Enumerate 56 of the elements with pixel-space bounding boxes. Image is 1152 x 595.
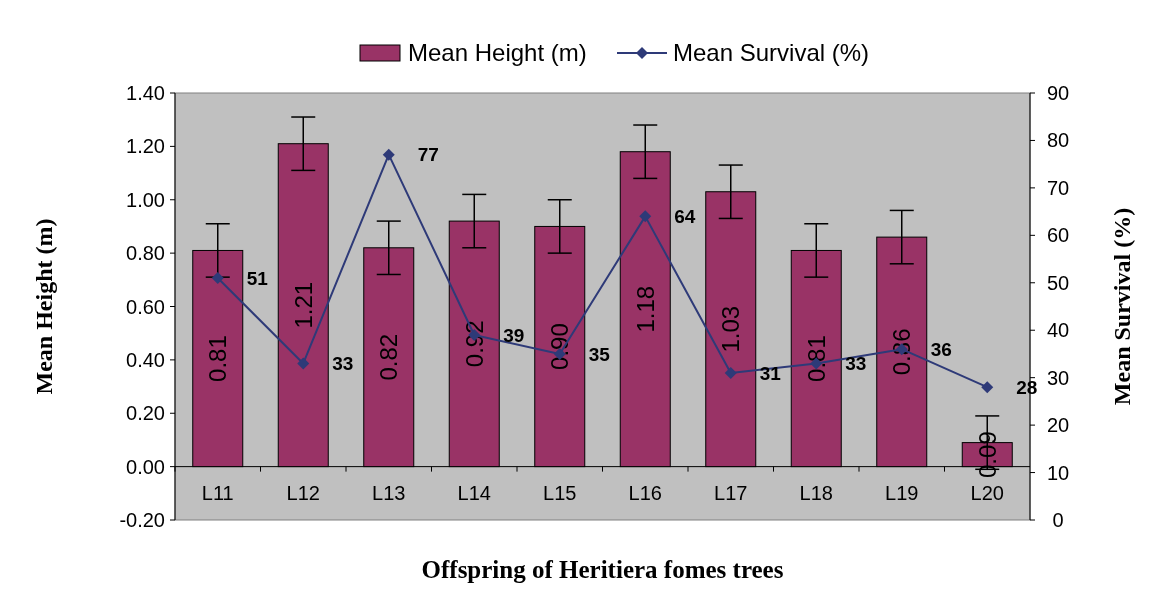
data-label: 0.90 bbox=[546, 323, 574, 370]
x-tick-label: L11 bbox=[201, 482, 234, 505]
data-label: 31 bbox=[759, 362, 782, 384]
x-tick-label: L12 bbox=[286, 482, 320, 505]
point bbox=[981, 381, 994, 394]
data-label: 36 bbox=[930, 338, 952, 360]
data-label: 1.03 bbox=[717, 305, 745, 353]
point bbox=[382, 148, 395, 161]
y-tick-label: 0.20 bbox=[126, 402, 165, 425]
y2-tick-label: 40 bbox=[1046, 319, 1070, 342]
data-label: 77 bbox=[417, 144, 439, 166]
data-label: 0.81 bbox=[204, 335, 232, 382]
point bbox=[297, 357, 310, 370]
y2-tick-label: 80 bbox=[1046, 129, 1070, 152]
x-tick-label: L14 bbox=[457, 482, 491, 505]
data-label: 51 bbox=[246, 267, 269, 289]
x-tick-label: L13 bbox=[372, 482, 406, 505]
x-tick-label: L16 bbox=[628, 482, 662, 505]
point bbox=[639, 210, 652, 223]
data-label: 1.18 bbox=[631, 285, 659, 333]
y-tick-label: 0.80 bbox=[126, 242, 165, 265]
y2-tick-label: 20 bbox=[1046, 414, 1070, 437]
data-label: 35 bbox=[588, 343, 611, 365]
x-tick-label: L19 bbox=[885, 482, 919, 505]
data-label: 0.82 bbox=[375, 333, 403, 381]
data-label: 33 bbox=[332, 353, 354, 375]
legend-label: Mean Height (m) bbox=[408, 39, 587, 67]
y2-tick-label: 30 bbox=[1046, 366, 1070, 389]
y2-tick-label: 70 bbox=[1046, 176, 1070, 199]
legend-label: Mean Survival (%) bbox=[673, 39, 870, 67]
data-label: 1.21 bbox=[289, 281, 317, 329]
y2-tick-label: 90 bbox=[1046, 82, 1070, 104]
y-tick-label: 1.20 bbox=[126, 135, 165, 158]
y-tick-label: 0.40 bbox=[126, 348, 165, 371]
x-tick-label: L15 bbox=[543, 482, 577, 505]
y2-tick-label: 10 bbox=[1046, 461, 1070, 484]
y-tick-label: -0.20 bbox=[119, 509, 165, 531]
y2-tick-label: 50 bbox=[1046, 271, 1070, 294]
x-axis-title: Offspring of Heritiera fomes trees bbox=[421, 556, 784, 583]
data-label: 39 bbox=[503, 324, 525, 346]
x-tick-label: L17 bbox=[714, 482, 748, 505]
point bbox=[211, 272, 224, 285]
y-tick-label: 0.00 bbox=[126, 455, 165, 478]
y2-tick-label: 0 bbox=[1052, 509, 1064, 531]
y-axis-title: Mean Height (m) bbox=[31, 218, 57, 395]
data-label: 33 bbox=[845, 353, 867, 375]
y2-axis-title: Mean Survival (%) bbox=[1109, 207, 1135, 406]
y-tick-label: 0.60 bbox=[126, 295, 165, 318]
x-tick-label: L18 bbox=[799, 482, 833, 505]
x-tick-label: L20 bbox=[970, 482, 1004, 505]
y-tick-label: 1.00 bbox=[126, 188, 165, 211]
data-label: 64 bbox=[674, 206, 696, 228]
point bbox=[724, 366, 737, 379]
y2-tick-label: 60 bbox=[1046, 224, 1070, 247]
y-tick-label: 1.40 bbox=[126, 82, 165, 104]
data-label: 0.81 bbox=[802, 335, 830, 382]
